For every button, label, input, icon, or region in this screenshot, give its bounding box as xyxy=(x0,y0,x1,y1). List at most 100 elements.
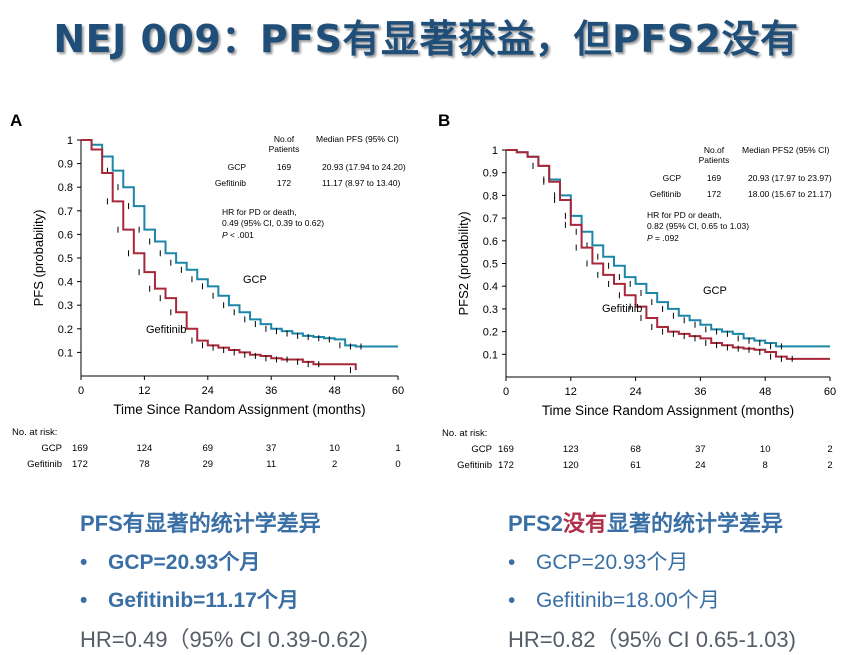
curve-label-gcp: GCP xyxy=(243,274,267,286)
legend-row-median: 20.93 (17.97 to 23.97) xyxy=(748,173,832,183)
hr-line: HR for PD or death, xyxy=(222,207,297,217)
y-axis-label: PFS (probability) xyxy=(31,210,46,307)
hr-line: HR for PD or death, xyxy=(647,210,722,220)
risk-row-name: Gefitinib xyxy=(27,459,62,470)
y-tick-label: 0.1 xyxy=(58,347,73,359)
x-tick-label: 12 xyxy=(138,385,150,397)
legend-row-median: 20.93 (17.94 to 24.20) xyxy=(322,162,406,172)
x-axis-label: Time Since Random Assignment (months) xyxy=(113,402,365,417)
conclusion-pfs2-hr: HR=0.82（95% CI 0.65-1.03) xyxy=(508,627,796,652)
p-value: P = .092 xyxy=(647,233,679,243)
panel-label: A xyxy=(10,111,22,130)
bullet-dot-icon: • xyxy=(508,551,516,574)
risk-title: No. at risk: xyxy=(442,428,487,439)
x-axis-label: Time Since Random Assignment (months) xyxy=(542,403,794,418)
km-curve-gcp xyxy=(506,149,830,348)
risk-value: 37 xyxy=(695,444,706,455)
conclusion-pfs2-gcp: • GCP=20.93个月 xyxy=(508,546,796,576)
p-value-text: < .001 xyxy=(228,230,255,240)
y-tick-label: 0.8 xyxy=(483,190,498,202)
conclusion-pfs2-gefitinib-text: Gefitinib=18.00个月 xyxy=(536,589,720,612)
bullet-dot-icon: • xyxy=(80,589,88,612)
x-tick-label: 24 xyxy=(202,385,214,397)
y-tick-label: 0.2 xyxy=(483,327,498,339)
risk-value: 2 xyxy=(827,460,832,471)
y-tick-label: 0.6 xyxy=(58,229,73,241)
conclusion-pfs-hr: HR=0.49（95% CI 0.39-0.62) xyxy=(80,627,368,652)
y-tick-label: 0.8 xyxy=(58,182,73,194)
y-tick-label: 1 xyxy=(492,145,498,157)
bullet-dot-icon: • xyxy=(508,589,516,612)
curve-label-gcp: GCP xyxy=(703,285,727,297)
km-curve-gefitinib xyxy=(506,149,830,360)
risk-value: 10 xyxy=(760,444,771,455)
legend-row-n: 169 xyxy=(707,173,721,183)
risk-value: 37 xyxy=(266,443,277,454)
risk-value: 123 xyxy=(563,444,579,455)
conclusion-pfs2-gefitinib: • Gefitinib=18.00个月 xyxy=(508,584,796,614)
x-tick-label: 60 xyxy=(824,386,836,398)
risk-value: 10 xyxy=(329,443,340,454)
y-tick-label: 0.7 xyxy=(58,206,73,218)
risk-row-name: GCP xyxy=(41,443,62,454)
y-tick-label: 0.5 xyxy=(483,259,498,271)
p-value-text: = .092 xyxy=(653,233,680,243)
y-tick-label: 0.3 xyxy=(58,300,73,312)
conclusion-pfs2-heading-highlight: 没有 xyxy=(563,511,608,536)
legend-header-median: Median PFS (95% CI) xyxy=(316,134,399,144)
conclusion-pfs-heading: PFS有显著的统计学差异 xyxy=(80,511,321,536)
risk-value: 172 xyxy=(72,459,88,470)
curve-label-gefitinib: Gefitinib xyxy=(602,303,642,315)
y-tick-label: 0.1 xyxy=(483,349,498,361)
conclusion-pfs2-heading-c: 显著的统计学差异 xyxy=(607,511,784,536)
legend-row-median: 18.00 (15.67 to 21.17) xyxy=(748,189,832,199)
conclusion-pfs2: PFS2没有显著的统计学差异 • GCP=20.93个月 • Gefitinib=1… xyxy=(508,506,796,654)
km-chart-pfs2: B0 12 24 36 48 600.10.20.30.40.50.60.70.80.91… xyxy=(438,111,836,471)
y-tick-label: 0.4 xyxy=(483,281,498,293)
risk-title: No. at risk: xyxy=(12,427,57,438)
legend-row-n: 169 xyxy=(277,162,291,172)
legend-row-median: 11.17 (8.97 to 13.40) xyxy=(322,178,400,188)
risk-value: 2 xyxy=(332,459,337,470)
risk-value: 2 xyxy=(827,444,832,455)
y-tick-label: 0.3 xyxy=(483,304,498,316)
risk-value: 11 xyxy=(266,459,276,470)
conclusion-pfs-gefitinib: • Gefitinib=11.17个月 xyxy=(80,584,368,614)
risk-value: 172 xyxy=(498,460,514,471)
risk-value: 24 xyxy=(695,460,706,471)
y-tick-label: 0.7 xyxy=(483,213,498,225)
risk-value: 1 xyxy=(395,443,400,454)
risk-value: 169 xyxy=(72,443,88,454)
conclusion-pfs: PFS有显著的统计学差异 • GCP=20.93个月 • Gefitinib=11.… xyxy=(80,506,368,654)
conclusion-pfs2-gcp-text: GCP=20.93个月 xyxy=(536,551,689,574)
x-tick-label: 0 xyxy=(503,386,509,398)
legend-header-median: Median PFS2 (95% CI) xyxy=(742,145,830,155)
x-tick-label: 0 xyxy=(78,385,84,397)
y-tick-label: 0.9 xyxy=(483,168,498,180)
risk-value: 0 xyxy=(395,459,400,470)
y-tick-label: 0.6 xyxy=(483,236,498,248)
x-tick-label: 48 xyxy=(759,386,771,398)
risk-row-name: Gefitinib xyxy=(457,460,492,471)
risk-value: 8 xyxy=(763,460,768,471)
risk-value: 68 xyxy=(630,444,641,455)
x-tick-label: 24 xyxy=(629,386,641,398)
conclusion-pfs2-heading: PFS2没有显著的统计学差异 xyxy=(508,506,796,538)
y-tick-label: 0.5 xyxy=(58,253,73,265)
panel-label: B xyxy=(438,111,450,130)
conclusion-pfs-gefitinib-text: Gefitinib=11.17个月 xyxy=(108,589,299,612)
x-tick-label: 48 xyxy=(328,385,340,397)
km-chart-pfs: A0 12 24 36 48 600.10.20.30.40.50.60.70.80.91… xyxy=(10,111,406,470)
x-tick-label: 36 xyxy=(694,386,706,398)
risk-value: 120 xyxy=(563,460,579,471)
legend-row-n: 172 xyxy=(707,189,721,199)
risk-value: 169 xyxy=(498,444,514,455)
risk-value: 78 xyxy=(139,459,150,470)
p-symbol: P xyxy=(647,233,653,243)
risk-value: 61 xyxy=(630,460,641,471)
x-tick-label: 36 xyxy=(265,385,277,397)
legend-header-patients-2: Patients xyxy=(269,144,300,154)
curve-label-gefitinib: Gefitinib xyxy=(146,324,186,336)
risk-row-name: GCP xyxy=(471,444,492,455)
p-symbol: P xyxy=(222,230,228,240)
